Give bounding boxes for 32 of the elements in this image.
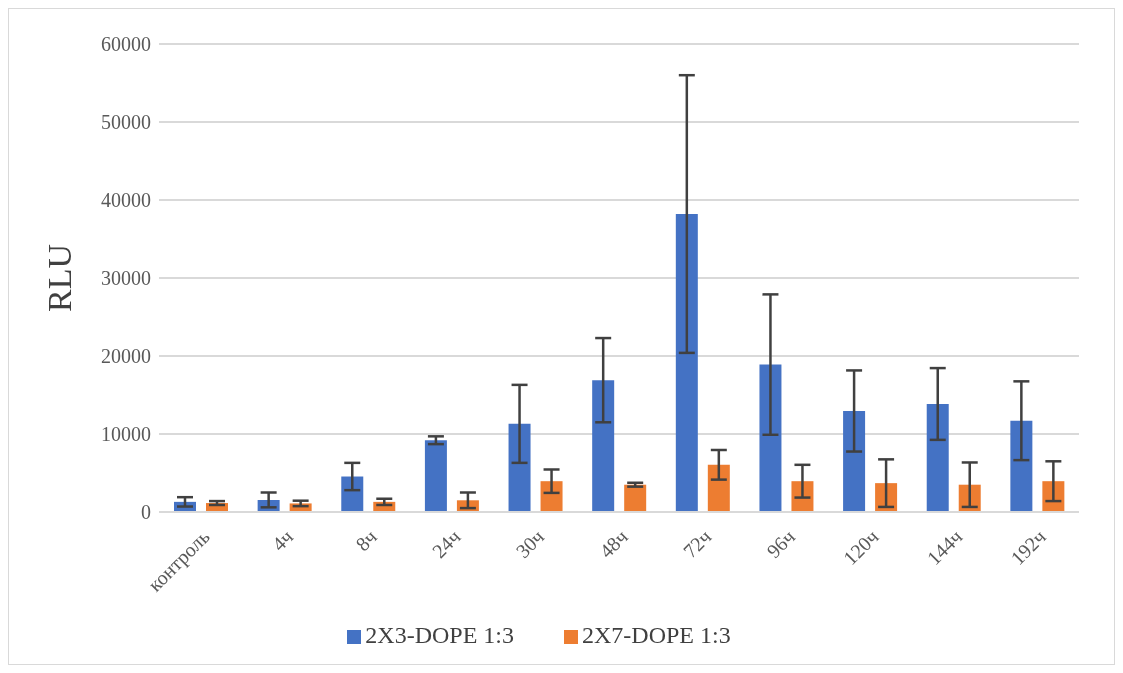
x-tick-label: 4ч: [267, 525, 298, 556]
x-tick-label: 24ч: [427, 525, 465, 563]
bar: [424, 440, 447, 512]
bar: [508, 423, 531, 512]
legend-label: 2X7-DOPE 1:3: [582, 622, 731, 648]
bar: [624, 484, 647, 512]
bar: [341, 476, 364, 512]
y-tick-label: 50000: [101, 111, 151, 134]
bar: [1010, 420, 1033, 512]
x-tick-label: 8ч: [351, 525, 381, 556]
x-tick-label: 192ч: [1006, 525, 1051, 570]
bar: [843, 410, 866, 512]
x-tick-label: 144ч: [922, 525, 967, 570]
bar: [675, 214, 698, 512]
x-tick-label: 48ч: [595, 525, 632, 563]
y-tick-label: 60000: [101, 33, 151, 56]
bar: [592, 380, 615, 512]
x-tick-label: 72ч: [678, 525, 716, 563]
y-tick-label: 0: [141, 501, 151, 524]
y-axis-title: RLU: [41, 244, 79, 312]
y-tick-label: 30000: [101, 267, 151, 290]
bar: [759, 364, 782, 512]
x-tick-label: 30ч: [511, 525, 549, 563]
y-tick-label: 10000: [101, 423, 151, 446]
bar: [540, 481, 563, 512]
x-tick-label: 96ч: [762, 525, 800, 563]
y-tick-label: 20000: [101, 345, 151, 368]
bar: [926, 403, 949, 512]
x-tick-label: 120ч: [838, 525, 883, 570]
legend-label: 2X3-DOPE 1:3: [365, 622, 514, 648]
bar: [707, 464, 730, 512]
y-tick-label: 40000: [101, 189, 151, 212]
